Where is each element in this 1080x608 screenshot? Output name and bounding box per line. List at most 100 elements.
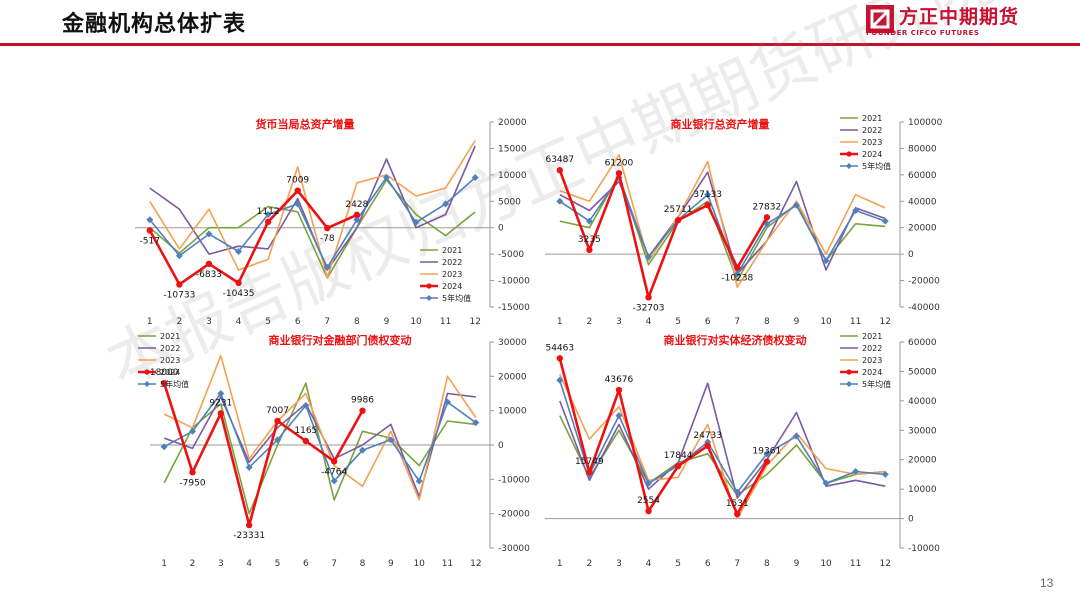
x-tick-label: 11 — [850, 317, 861, 327]
y-tick-label: 50000 — [908, 367, 937, 377]
title-divider — [0, 43, 1080, 46]
data-point-5yr-avg — [382, 174, 390, 181]
data-label: 7007 — [266, 406, 289, 416]
data-point-2024 — [615, 386, 623, 394]
data-label: 1112 — [257, 207, 280, 217]
data-point-5yr-avg — [353, 216, 361, 224]
x-tick-label: 5 — [675, 317, 681, 327]
legend-label: 2021 — [160, 332, 180, 341]
x-tick-label: 5 — [675, 559, 681, 569]
x-tick-label: 3 — [206, 317, 212, 327]
data-point-5yr-avg — [245, 463, 253, 471]
data-point-2024 — [264, 218, 272, 226]
y-tick-label: -15000 — [498, 303, 530, 313]
brand-logo: 方正中期期货 FOUNDER CIFCO FUTURES — [866, 4, 1046, 40]
x-tick-label: 10 — [410, 317, 422, 327]
data-label: 9231 — [209, 398, 232, 408]
y-tick-label: -5000 — [498, 250, 524, 260]
legend-label: 2024 — [862, 150, 882, 159]
series-line-2024 — [558, 357, 769, 516]
y-tick-label: -30000 — [498, 544, 530, 554]
chart-title: 货币当局总资产增量 — [255, 117, 355, 131]
x-tick-label: 5 — [265, 317, 271, 327]
data-point-5yr-avg — [615, 412, 623, 420]
legend-label: 5年均值 — [862, 379, 891, 389]
data-point-5yr-avg — [733, 270, 741, 278]
x-tick-label: 9 — [384, 317, 390, 327]
data-point-5yr-avg — [189, 427, 196, 435]
data-point-2024 — [645, 507, 652, 515]
x-tick-label: 4 — [646, 559, 652, 569]
data-point-2024 — [556, 167, 563, 174]
legend-label: 2022 — [160, 344, 180, 353]
data-label: 17844 — [664, 451, 693, 461]
data-point-2024 — [324, 224, 331, 232]
data-point-5yr-avg — [415, 477, 423, 485]
y-tick-label: 10000 — [908, 485, 937, 495]
y-tick-label: -10000 — [498, 475, 530, 485]
data-point-5yr-avg — [160, 443, 168, 451]
y-tick-label: 0 — [908, 515, 914, 525]
legend-label: 2022 — [442, 258, 462, 267]
data-point-2024 — [586, 246, 593, 254]
data-point-5yr-avg — [330, 477, 338, 485]
data-point-5yr-avg — [294, 200, 302, 208]
data-label: 9986 — [351, 396, 374, 406]
data-point-5yr-avg — [645, 253, 653, 261]
data-point-5yr-avg — [323, 263, 331, 271]
data-point-5yr-avg — [387, 436, 395, 444]
x-tick-label: 12 — [879, 317, 890, 327]
legend-label: 2024 — [862, 368, 882, 377]
data-point-2024 — [274, 417, 281, 425]
x-tick-label: 8 — [764, 559, 770, 569]
chart-commercial-bank-assets: -40000 -20000 0 20000 40000 60000 80000 100000 1… — [545, 114, 943, 327]
x-tick-label: 10 — [413, 559, 425, 569]
page-title: 金融机构总体扩表 — [62, 12, 247, 37]
y-tick-label: -20000 — [908, 277, 940, 287]
data-point-5yr-avg — [442, 200, 450, 208]
data-label: -78 — [320, 234, 335, 244]
x-tick-label: 3 — [616, 317, 622, 327]
x-tick-label: 11 — [440, 317, 451, 327]
legend-label: 2023 — [442, 270, 462, 279]
x-tick-label: 7 — [324, 317, 330, 327]
data-point-5yr-avg — [852, 207, 860, 215]
data-point-2024 — [146, 227, 153, 234]
data-point-2024 — [674, 462, 682, 470]
y-tick-label: 60000 — [908, 338, 937, 348]
data-point-5yr-avg — [822, 257, 830, 265]
data-label: 27832 — [753, 202, 782, 212]
x-tick-label: 9 — [794, 559, 800, 569]
data-point-5yr-avg — [852, 467, 860, 475]
legend-marker — [426, 295, 432, 301]
legend-label: 2023 — [862, 356, 882, 365]
legend-label: 2022 — [862, 126, 882, 135]
series-line-2023 — [163, 354, 477, 501]
series-line-2022 — [559, 382, 886, 499]
data-point-5yr-avg — [274, 436, 281, 444]
y-tick-label: 5000 — [498, 197, 521, 207]
legend-marker — [846, 151, 852, 157]
x-tick-label: 8 — [764, 317, 770, 327]
series-line-2023 — [149, 140, 476, 279]
legend-marker — [426, 283, 432, 289]
y-tick-label: -10000 — [498, 277, 530, 287]
logo-subtitle: FOUNDER CIFCO FUTURES — [866, 29, 980, 37]
data-point-5yr-avg — [146, 216, 154, 224]
data-point-5yr-avg — [822, 479, 830, 487]
logo-icon — [866, 5, 894, 33]
data-point-2024 — [763, 458, 771, 465]
x-tick-label: 9 — [388, 559, 394, 569]
data-point-2024 — [217, 410, 225, 417]
legend-label: 2022 — [862, 344, 882, 353]
data-label: -7950 — [179, 478, 205, 488]
data-label: 24733 — [693, 431, 722, 441]
logo-glyph — [870, 9, 890, 29]
data-point-2024 — [294, 187, 301, 194]
legend-marker — [144, 381, 150, 387]
data-label: 2554 — [637, 496, 660, 506]
data-point-2024 — [704, 442, 711, 449]
chart-title: 商业银行总资产增量 — [671, 117, 770, 131]
data-point-2024 — [674, 216, 682, 224]
